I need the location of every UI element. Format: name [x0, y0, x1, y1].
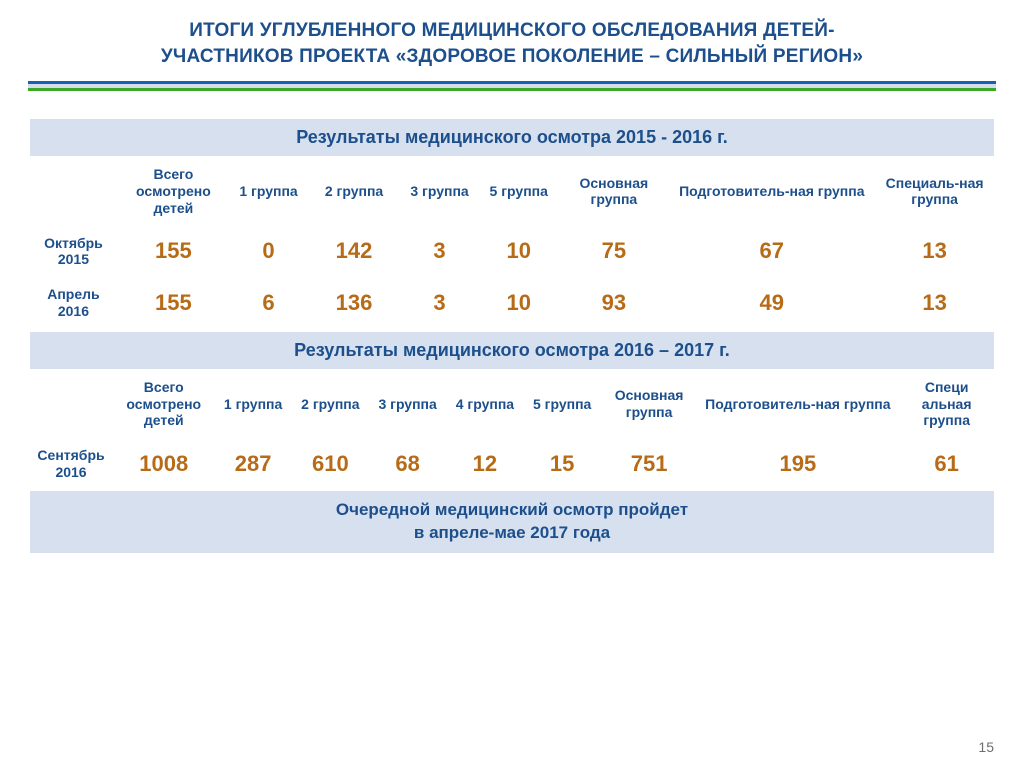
cell: 195 [697, 438, 898, 490]
section-title-1: Результаты медицинского осмотра 2015 - 2… [29, 118, 995, 157]
page-number: 15 [978, 739, 994, 755]
cell: 10 [479, 226, 558, 278]
footer-line-2: в апреле-мае 2017 года [414, 523, 610, 542]
cell: 136 [308, 277, 400, 329]
colhead-g1-2: 1 группа [214, 370, 291, 438]
divider-stack [28, 81, 996, 91]
table-row: Апрель 2016 155 6 136 3 10 93 49 13 [29, 277, 995, 329]
cell: 61 [898, 438, 995, 490]
colhead-spec-1: Специаль-ная группа [874, 157, 995, 225]
colhead-main-1: Основная группа [558, 157, 669, 225]
cell: 155 [118, 226, 229, 278]
cell: 751 [601, 438, 698, 490]
cell: 13 [874, 226, 995, 278]
table-container: Результаты медицинского осмотра 2015 - 2… [28, 117, 996, 554]
cell: 1008 [113, 438, 214, 490]
colhead-spec-2: Специ альная группа [898, 370, 995, 438]
colhead-g1-1: 1 группа [229, 157, 308, 225]
footer-line-1: Очередной медицинский осмотр пройдет [336, 500, 688, 519]
cell: 10 [479, 277, 558, 329]
cell: 67 [669, 226, 874, 278]
cell: 6 [229, 277, 308, 329]
colhead-prep-2: Подготовитель-ная группа [697, 370, 898, 438]
colhead-g5-1: 5 группа [479, 157, 558, 225]
cell: 142 [308, 226, 400, 278]
cell: 155 [118, 277, 229, 329]
cell: 12 [446, 438, 523, 490]
cell: 3 [400, 277, 479, 329]
colhead-prep-1: Подготовитель-ная группа [669, 157, 874, 225]
cell: 49 [669, 277, 874, 329]
cell: 610 [292, 438, 369, 490]
title-line-1: ИТОГИ УГЛУБЛЕННОГО МЕДИЦИНСКОГО ОБСЛЕДОВ… [189, 20, 834, 41]
rowlabel-oct2015: Октябрь 2015 [29, 226, 118, 278]
colhead-g3-1: 3 группа [400, 157, 479, 225]
footer-note: Очередной медицинский осмотр пройдет в а… [29, 490, 995, 554]
title-line-2: УЧАСТНИКОВ ПРОЕКТА «ЗДОРОВОЕ ПОКОЛЕНИЕ –… [161, 46, 863, 67]
cell: 13 [874, 277, 995, 329]
colhead-main-2: Основная группа [601, 370, 698, 438]
cell: 0 [229, 226, 308, 278]
rule-green [28, 88, 996, 91]
table-row: Сентябрь 2016 1008 287 610 68 12 15 751 … [29, 438, 995, 490]
exam-table-2015-2016: Результаты медицинского осмотра 2015 - 2… [28, 117, 996, 330]
colhead-blank-2 [29, 370, 113, 438]
cell: 68 [369, 438, 446, 490]
exam-table-2016-2017: Результаты медицинского осмотра 2016 – 2… [28, 330, 996, 555]
colhead-blank-1 [29, 157, 118, 225]
cell: 75 [558, 226, 669, 278]
colhead-total-2: Всего осмотрено детей [113, 370, 214, 438]
cell: 93 [558, 277, 669, 329]
rowlabel-sep2016: Сентябрь 2016 [29, 438, 113, 490]
page-title: ИТОГИ УГЛУБЛЕННОГО МЕДИЦИНСКОГО ОБСЛЕДОВ… [0, 0, 1024, 81]
colhead-g3-2: 3 группа [369, 370, 446, 438]
section-title-2: Результаты медицинского осмотра 2016 – 2… [29, 331, 995, 370]
colhead-g5-2: 5 группа [524, 370, 601, 438]
cell: 15 [524, 438, 601, 490]
colhead-g4-2: 4 группа [446, 370, 523, 438]
colhead-g2-2: 2 группа [292, 370, 369, 438]
colhead-g2-1: 2 группа [308, 157, 400, 225]
cell: 287 [214, 438, 291, 490]
rowlabel-apr2016: Апрель 2016 [29, 277, 118, 329]
colhead-total-1: Всего осмотрено детей [118, 157, 229, 225]
cell: 3 [400, 226, 479, 278]
table-row: Октябрь 2015 155 0 142 3 10 75 67 13 [29, 226, 995, 278]
